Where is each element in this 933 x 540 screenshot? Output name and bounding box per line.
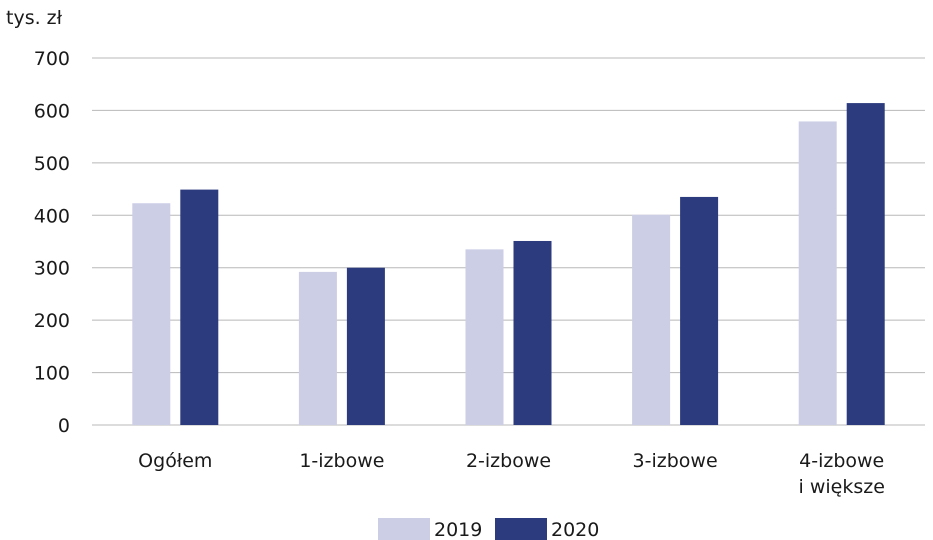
bar-2020-2 [513,240,552,425]
x-category-label-1: 1-izbowe [299,450,384,472]
bar-2019-0 [132,203,171,425]
bar-2020-1 [346,267,385,425]
y-tick-label-500: 500 [34,153,70,175]
y-tick-label-600: 600 [34,100,70,122]
y-tick-label-400: 400 [34,205,70,227]
y-tick-label-200: 200 [34,310,70,332]
y-tick-label-0: 0 [58,415,70,437]
bar-2020-0 [180,189,219,425]
bars [132,103,885,426]
x-category-label-0: Ogółem [138,450,212,472]
bar-2020-3 [680,196,719,425]
legend: 2019 2020 [378,518,599,540]
y-axis-ticks: 0 100 200 300 400 500 600 700 [34,48,70,437]
y-tick-label-700: 700 [34,48,70,70]
x-category-label-2: 2-izbowe [466,450,551,472]
legend-label-2020: 2020 [551,519,599,540]
y-tick-label-100: 100 [34,363,70,385]
x-category-label-3: 3-izbowe [633,450,718,472]
bar-2019-1 [298,271,337,425]
legend-label-2019: 2019 [434,519,482,540]
y-axis-unit-label: tys. zł [6,7,63,29]
bar-2019-2 [465,249,504,425]
y-tick-label-300: 300 [34,258,70,280]
bar-2019-3 [632,214,671,425]
x-category-label-4: 4-izbowe i większe [799,450,885,498]
bar-2019-4 [798,121,837,425]
legend-swatch-2020 [495,518,547,540]
x-axis-categories: Ogółem 1-izbowe 2-izbowe 3-izbowe 4-izbowe i … [138,450,885,498]
legend-swatch-2019 [378,518,430,540]
gridlines [92,57,925,426]
bar-2020-4 [846,103,885,426]
